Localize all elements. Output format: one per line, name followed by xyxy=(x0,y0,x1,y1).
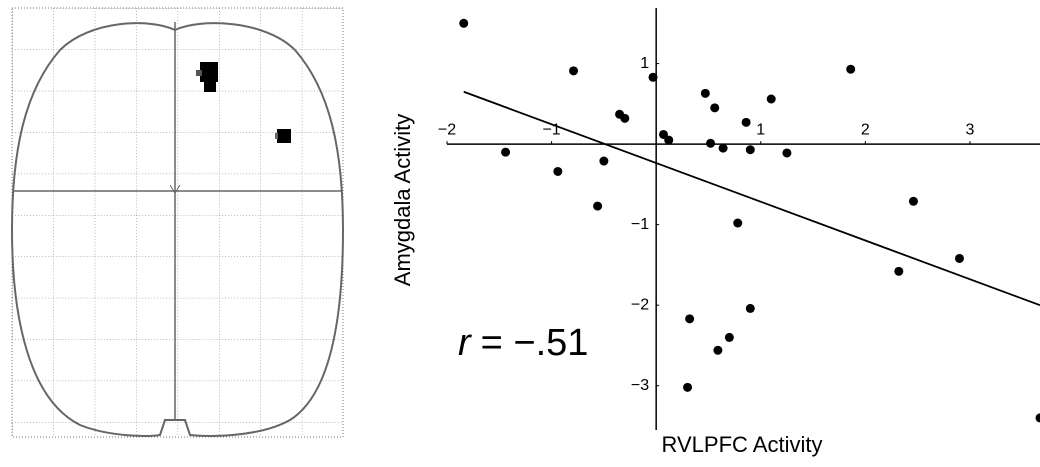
correlation-annotation: r= −.51 xyxy=(458,322,588,364)
point xyxy=(725,333,734,342)
x-axis-label: RVLPFC Activity xyxy=(662,432,823,457)
point xyxy=(649,73,658,82)
point xyxy=(742,118,751,127)
glass-brain xyxy=(12,8,343,437)
point xyxy=(664,136,673,145)
annotation-symbol: r xyxy=(458,322,472,364)
x-tick-label: 2 xyxy=(861,121,870,138)
point xyxy=(955,254,964,263)
point xyxy=(1036,413,1040,422)
annotation-text: = −.51 xyxy=(481,322,589,364)
y-tick-label: 1 xyxy=(640,55,649,72)
point xyxy=(701,89,710,98)
point xyxy=(683,383,692,392)
y-axis-label: Amygdala Activity xyxy=(390,114,415,286)
point xyxy=(846,65,855,74)
point xyxy=(733,219,742,228)
point xyxy=(767,95,776,104)
point xyxy=(746,304,755,313)
point xyxy=(710,103,719,112)
point xyxy=(719,144,728,153)
point xyxy=(746,145,755,154)
point xyxy=(713,346,722,355)
point xyxy=(593,202,602,211)
x-tick-label: 1 xyxy=(756,121,765,138)
brain-grid xyxy=(12,8,343,437)
x-tick-label: −2 xyxy=(438,121,456,138)
point xyxy=(685,314,694,323)
y-tick-label: −2 xyxy=(631,296,649,313)
point xyxy=(569,66,578,75)
x-tick-label: 3 xyxy=(965,121,974,138)
point xyxy=(909,197,918,206)
point xyxy=(706,139,715,148)
point xyxy=(501,148,510,157)
point xyxy=(620,114,629,123)
regression-line xyxy=(464,92,1040,305)
point xyxy=(599,157,608,166)
y-tick-label: −1 xyxy=(631,216,649,233)
point xyxy=(894,267,903,276)
y-tick-label: −3 xyxy=(631,377,649,394)
point xyxy=(553,167,562,176)
point xyxy=(782,148,791,157)
point xyxy=(459,19,468,28)
